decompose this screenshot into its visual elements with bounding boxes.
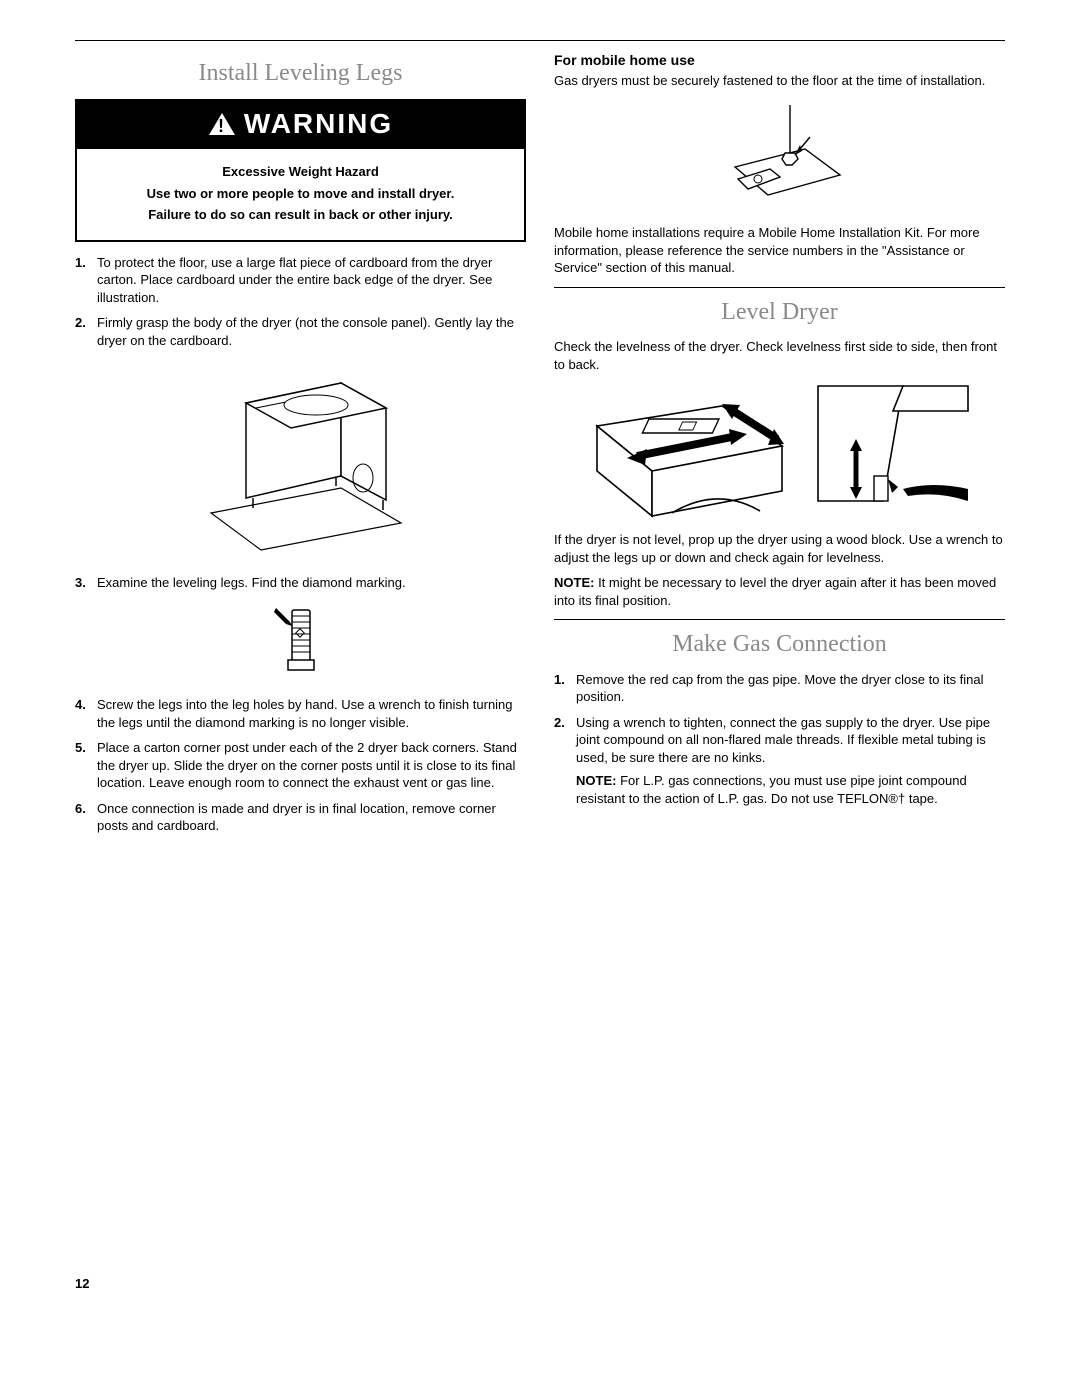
warning-header: ! WARNING [77,101,524,149]
figure-dryer-on-cardboard [75,358,526,563]
gas-step-2-text: Using a wrench to tighten, connect the g… [576,715,990,765]
step-5: Place a carton corner post under each of… [75,739,526,792]
section-title-gas: Make Gas Connection [554,628,1005,660]
gas-note: NOTE: For L.P. gas connections, you must… [576,772,1005,807]
mobile-home-p1: Gas dryers must be securely fastened to … [554,72,1005,90]
two-column-layout: Install Leveling Legs ! WARNING Excessiv… [75,49,1005,1293]
right-column: For mobile home use Gas dryers must be s… [554,49,1005,1293]
rule-before-level [554,287,1005,288]
install-legs-steps-cont2: Screw the legs into the leg holes by han… [75,696,526,835]
warning-body: Excessive Weight Hazard Use two or more … [77,149,524,240]
leveling-leg-icon [266,600,336,680]
level-top-icon [582,391,792,521]
rule-before-gas [554,619,1005,620]
mobile-home-subhead: For mobile home use [554,51,1005,70]
install-legs-steps: To protect the floor, use a large flat p… [75,254,526,350]
step-4: Screw the legs into the leg holes by han… [75,696,526,731]
figure-leveling-leg [75,600,526,685]
gas-step-2: Using a wrench to tighten, connect the g… [554,714,1005,808]
svg-text:!: ! [218,116,226,136]
figure-level-dryer [554,381,1005,521]
mobile-home-p2: Mobile home installations require a Mobi… [554,224,1005,277]
warning-line-3: Failure to do so can result in back or o… [89,206,512,224]
section-title-install-legs: Install Leveling Legs [75,57,526,89]
warning-header-text: WARNING [244,105,393,143]
top-rule [75,40,1005,41]
note-text: It might be necessary to level the dryer… [554,575,996,608]
note-label: NOTE: [554,575,594,590]
step-2: Firmly grasp the body of the dryer (not … [75,314,526,349]
gas-step-1: Remove the red cap from the gas pipe. Mo… [554,671,1005,706]
warning-box: ! WARNING Excessive Weight Hazard Use tw… [75,99,526,241]
level-p2: If the dryer is not level, prop up the d… [554,531,1005,566]
left-column: Install Leveling Legs ! WARNING Excessiv… [75,49,526,1293]
figure-floor-anchor [554,97,1005,212]
page-number: 12 [75,1275,526,1293]
section-title-level-dryer: Level Dryer [554,296,1005,328]
level-note: NOTE: It might be necessary to level the… [554,574,1005,609]
step-1: To protect the floor, use a large flat p… [75,254,526,307]
level-p1: Check the levelness of the dryer. Check … [554,338,1005,373]
install-legs-steps-cont: Examine the leveling legs. Find the diam… [75,574,526,592]
level-wrench-icon [808,381,978,521]
warning-line-2: Use two or more people to move and insta… [89,185,512,203]
gas-steps: Remove the red cap from the gas pipe. Mo… [554,671,1005,808]
dryer-cardboard-icon [191,358,411,558]
gas-note-label: NOTE: [576,773,616,788]
warning-icon: ! [208,112,236,136]
floor-anchor-icon [710,97,850,207]
gas-note-text: For L.P. gas connections, you must use p… [576,773,967,806]
warning-line-1: Excessive Weight Hazard [89,163,512,181]
step-6: Once connection is made and dryer is in … [75,800,526,835]
step-3: Examine the leveling legs. Find the diam… [75,574,526,592]
